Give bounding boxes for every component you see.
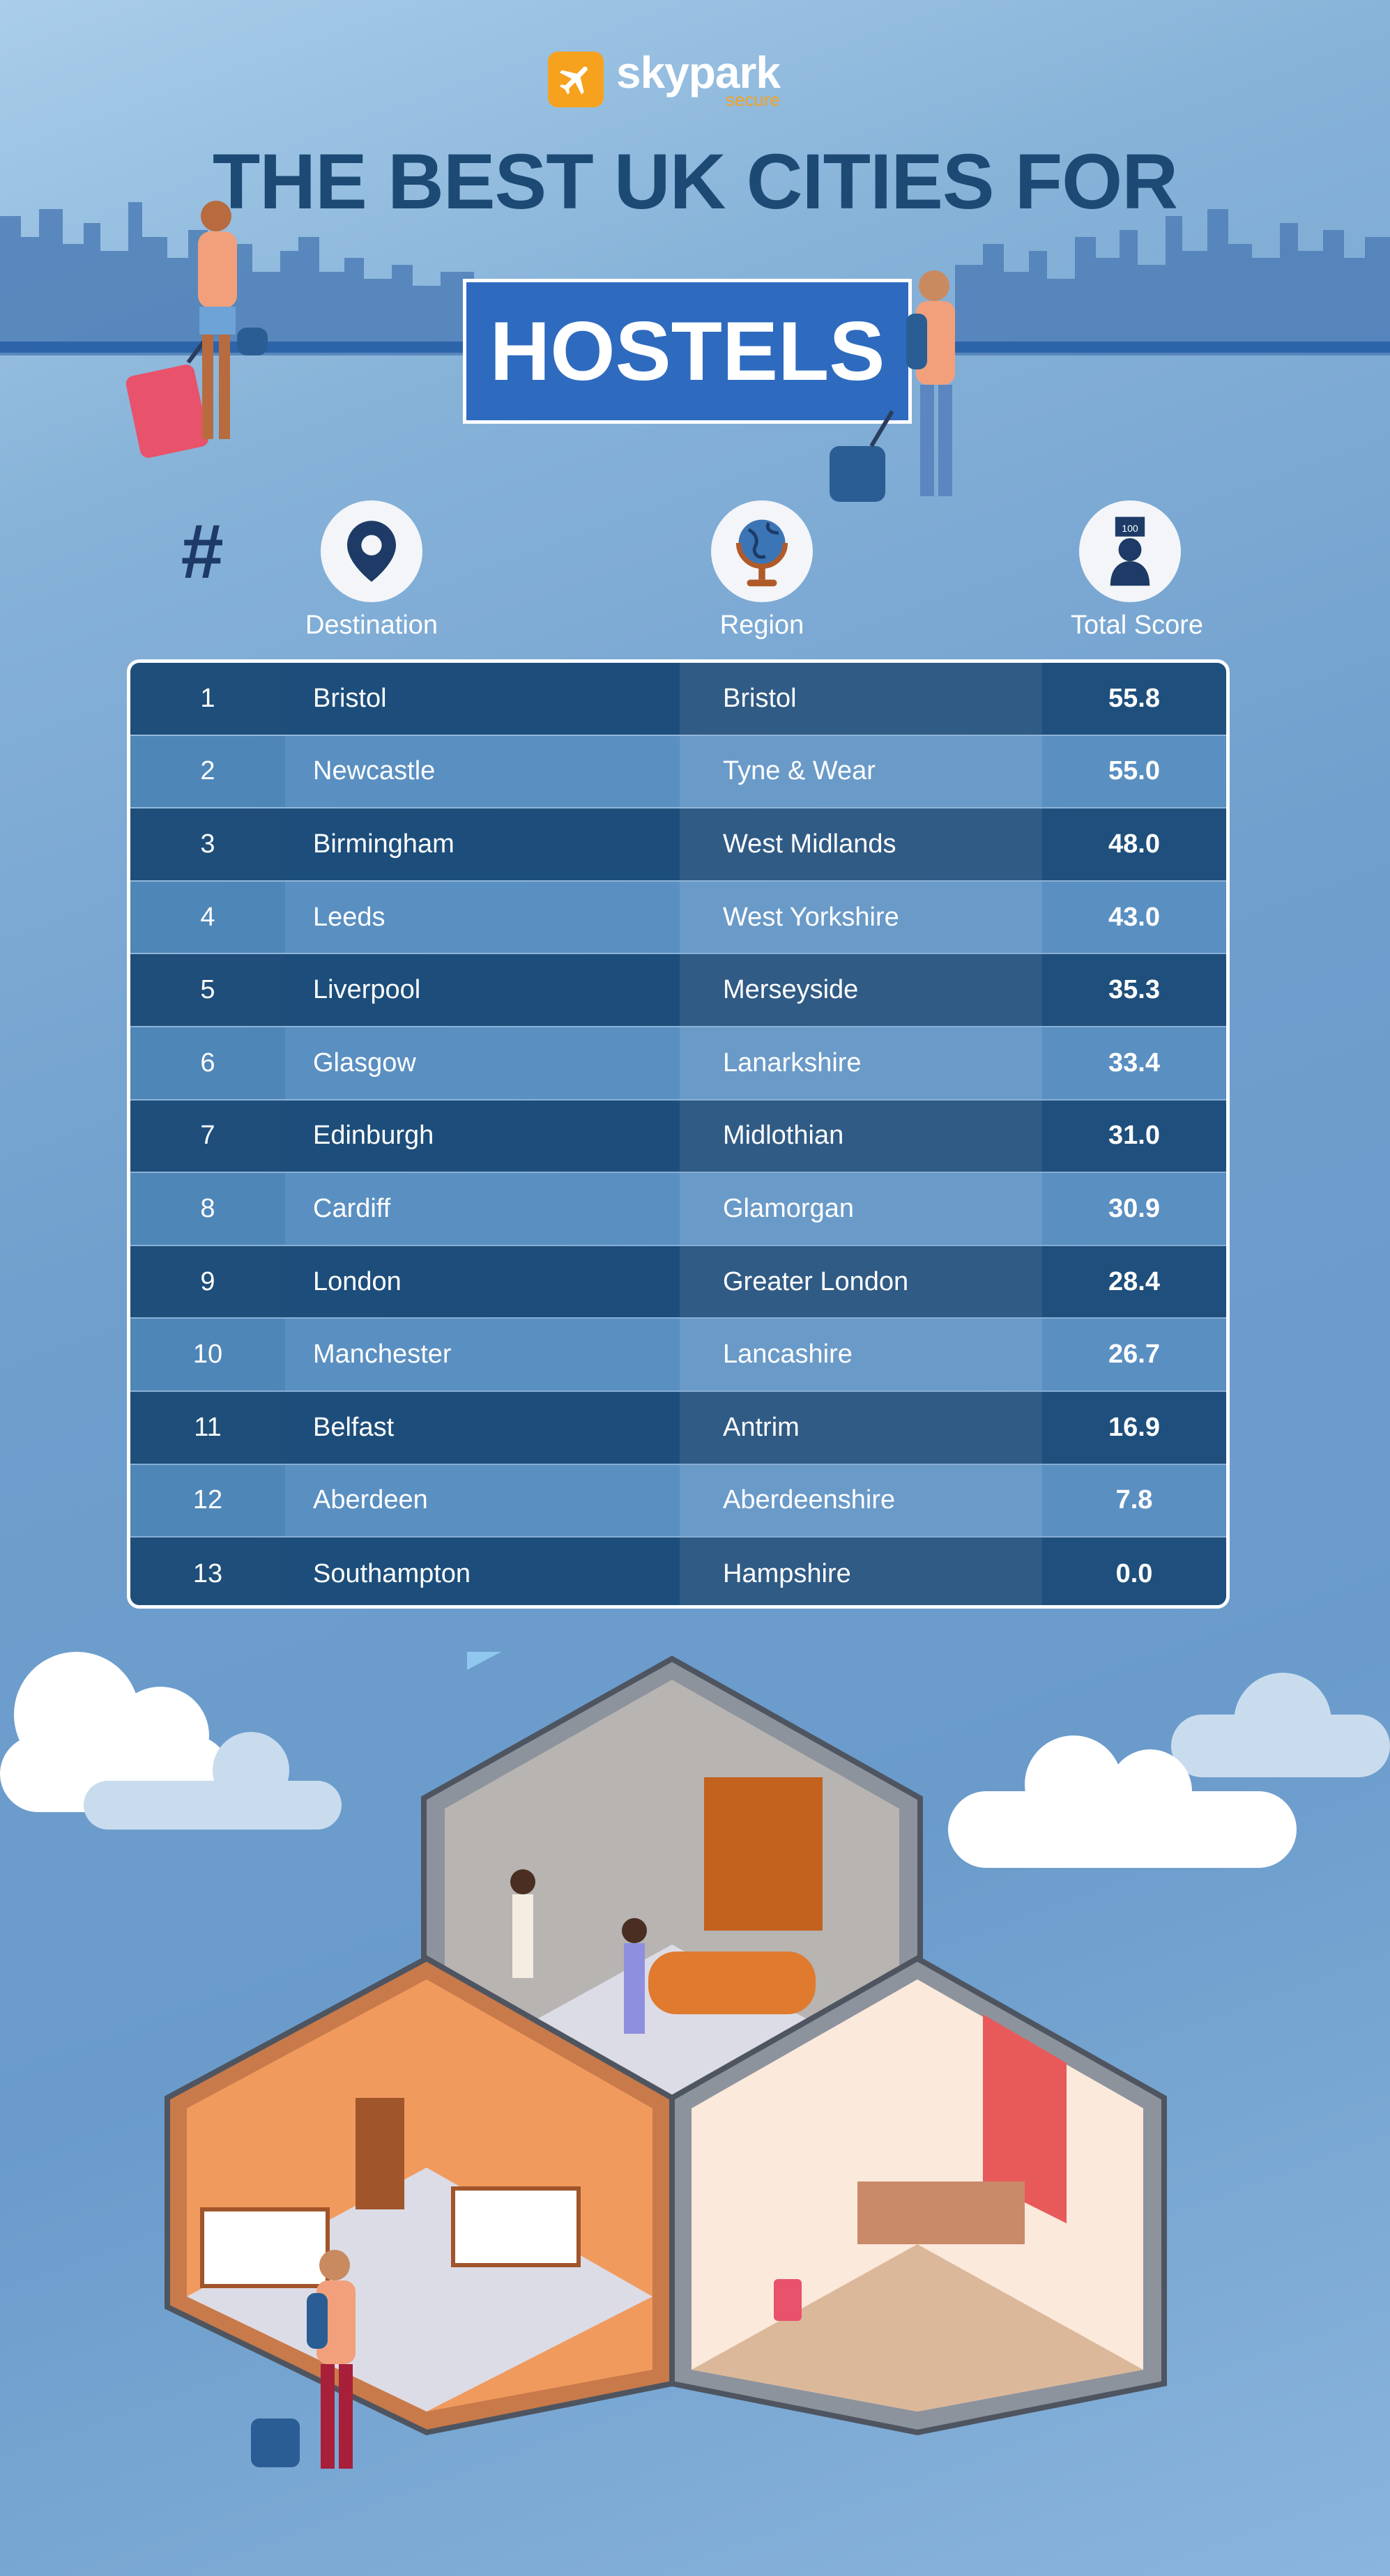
destination-cell: Newcastle xyxy=(285,735,680,808)
table-row: 9 London Greater London 28.4 xyxy=(130,1245,1226,1319)
destination-cell: Liverpool xyxy=(285,954,680,1026)
table-row: 4 Leeds West Yorkshire 43.0 xyxy=(130,881,1226,955)
table-row: 11 Belfast Antrim 16.9 xyxy=(130,1391,1226,1465)
rankings-table: 1 Bristol Bristol 55.8 2 Newcastle Tyne & Wear… xyxy=(127,659,1230,1609)
score-cell: 28.4 xyxy=(1042,1245,1226,1318)
rank-cell: 1 xyxy=(130,663,285,735)
destination-cell: Belfast xyxy=(285,1391,680,1464)
score-sign-icon: 100 xyxy=(1079,500,1181,602)
globe-icon xyxy=(711,500,813,602)
hostels-label: HOSTELS xyxy=(489,305,885,398)
region-cell: Greater London xyxy=(680,1245,1042,1318)
region-cell: West Yorkshire xyxy=(680,881,1042,953)
rank-cell: 4 xyxy=(130,881,285,953)
score-cell: 0.0 xyxy=(1042,1538,1226,1605)
region-cell: Lanarkshire xyxy=(680,1027,1042,1099)
score-cell: 35.3 xyxy=(1042,954,1226,1026)
region-cell: Lancashire xyxy=(680,1319,1042,1390)
score-cell: 31.0 xyxy=(1042,1100,1226,1172)
table-row: 7 Edinburgh Midlothian 31.0 xyxy=(130,1100,1226,1174)
table-row: 8 Cardiff Glamorgan 30.9 xyxy=(130,1173,1226,1246)
destination-cell: Bristol xyxy=(285,663,680,735)
city-skyline-right xyxy=(955,209,1390,355)
region-cell: Antrim xyxy=(680,1391,1042,1464)
rank-header: # xyxy=(180,509,223,595)
score-cell: 33.4 xyxy=(1042,1027,1226,1099)
rank-cell: 5 xyxy=(130,954,285,1026)
region-cell: Glamorgan xyxy=(680,1173,1042,1245)
score-cell: 48.0 xyxy=(1042,808,1226,880)
destination-cell: Aberdeen xyxy=(285,1464,680,1537)
region-cell: Bristol xyxy=(680,663,1042,735)
rank-cell: 12 xyxy=(130,1464,285,1537)
page-title: THE BEST UK CITIES FOR xyxy=(212,138,1178,225)
score-badge-text: 100 xyxy=(1122,523,1138,534)
rank-cell: 3 xyxy=(130,808,285,880)
region-header: Region xyxy=(719,611,804,640)
cloud-right xyxy=(948,1673,1390,1868)
cloud-left xyxy=(0,1652,342,1830)
location-pin-icon xyxy=(321,500,422,602)
traveller-bottom-illustration xyxy=(251,2250,356,2469)
rank-cell: 2 xyxy=(130,735,285,808)
total-score-header: Total Score xyxy=(1070,611,1204,640)
score-cell: 7.8 xyxy=(1042,1464,1226,1537)
table-row: 5 Liverpool Merseyside 35.3 xyxy=(130,954,1226,1027)
rank-cell: 9 xyxy=(130,1245,285,1318)
rank-cell: 13 xyxy=(130,1538,285,1605)
table-row: 12 Aberdeen Aberdeenshire 7.8 xyxy=(130,1464,1226,1538)
brand-name: skypark xyxy=(616,47,781,98)
skypark-logo: skypark secure xyxy=(548,47,781,110)
destination-cell: Leeds xyxy=(285,881,680,953)
region-cell: Midlothian xyxy=(680,1100,1042,1172)
table-row: 3 Birmingham West Midlands 48.0 xyxy=(130,808,1226,882)
airplane-icon xyxy=(548,52,604,107)
table-row: 13 Southampton Hampshire 0.0 xyxy=(130,1538,1226,1605)
score-cell: 30.9 xyxy=(1042,1173,1226,1245)
region-cell: Tyne & Wear xyxy=(680,735,1042,808)
destination-cell: London xyxy=(285,1245,680,1318)
score-cell: 43.0 xyxy=(1042,881,1226,953)
traveller-woman-illustration xyxy=(125,201,268,458)
score-cell: 55.8 xyxy=(1042,663,1226,735)
destination-cell: Manchester xyxy=(285,1319,680,1390)
destination-cell: Glasgow xyxy=(285,1027,680,1099)
rank-cell: 6 xyxy=(130,1027,285,1099)
city-skyline-left xyxy=(0,202,474,355)
destination-cell: Birmingham xyxy=(285,808,680,880)
table-row: 1 Bristol Bristol 55.8 xyxy=(130,663,1226,736)
region-cell: West Midlands xyxy=(680,808,1042,880)
score-cell: 26.7 xyxy=(1042,1319,1226,1390)
destination-cell: Southampton xyxy=(285,1538,680,1605)
brand-sub: secure xyxy=(725,89,780,110)
destination-header: Destination xyxy=(305,611,438,640)
region-cell: Aberdeenshire xyxy=(680,1464,1042,1537)
hostel-isometric-illustration xyxy=(165,1652,1167,2436)
traveller-man-illustration xyxy=(830,270,955,502)
reception-room xyxy=(669,1955,1167,2436)
destination-cell: Edinburgh xyxy=(285,1100,680,1172)
table-row: 10 Manchester Lancashire 26.7 xyxy=(130,1319,1226,1392)
region-cell: Merseyside xyxy=(680,954,1042,1026)
rank-cell: 11 xyxy=(130,1391,285,1464)
region-cell: Hampshire xyxy=(680,1538,1042,1605)
rank-cell: 7 xyxy=(130,1100,285,1172)
score-cell: 55.0 xyxy=(1042,735,1226,808)
hostels-banner: HOSTELS xyxy=(463,279,912,424)
table-row: 2 Newcastle Tyne & Wear 55.0 xyxy=(130,735,1226,809)
rank-cell: 8 xyxy=(130,1173,285,1245)
rank-cell: 10 xyxy=(130,1319,285,1390)
destination-cell: Cardiff xyxy=(285,1173,680,1245)
table-row: 6 Glasgow Lanarkshire 33.4 xyxy=(130,1027,1226,1101)
score-cell: 16.9 xyxy=(1042,1391,1226,1464)
